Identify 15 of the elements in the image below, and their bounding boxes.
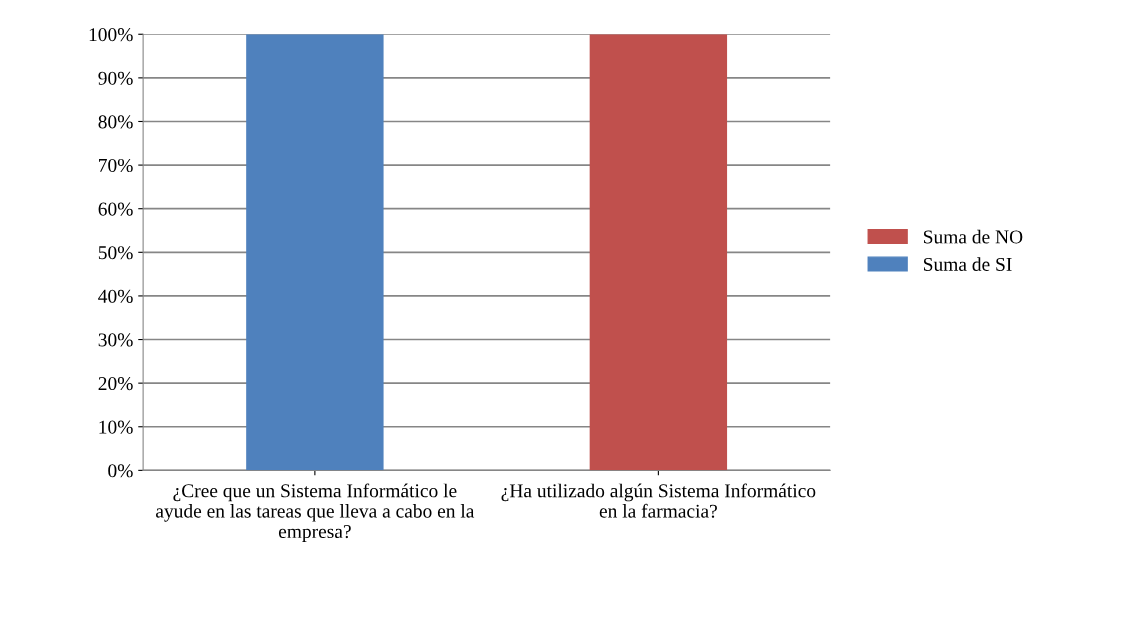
x-tick-label: ¿Ha utilizado algún Sistema Informático en la farmacia? [501,483,816,518]
y-tick-label: 20% [98,376,133,391]
y-tick-label: 90% [98,71,133,85]
y-tick-label: 10% [99,420,133,434]
y-tick-label: 30% [98,333,133,347]
y-tick-label: 70% [99,158,133,173]
y-tick-label: 60% [98,202,133,216]
y-tick-label: 100% [89,28,133,42]
legend-label: Suma de SI [923,257,1012,271]
x-tick-label: ¿Cree que un Sistema Informático le ayude en las tareas que lleva a cabo en la empresa? [156,483,475,542]
y-tick-label: 80% [98,115,133,129]
y-tick-label: 0% [108,464,133,478]
legend-label: Suma de NO [923,229,1023,244]
y-tick-label: 40% [98,289,133,303]
y-tick-label: 50% [98,246,133,260]
